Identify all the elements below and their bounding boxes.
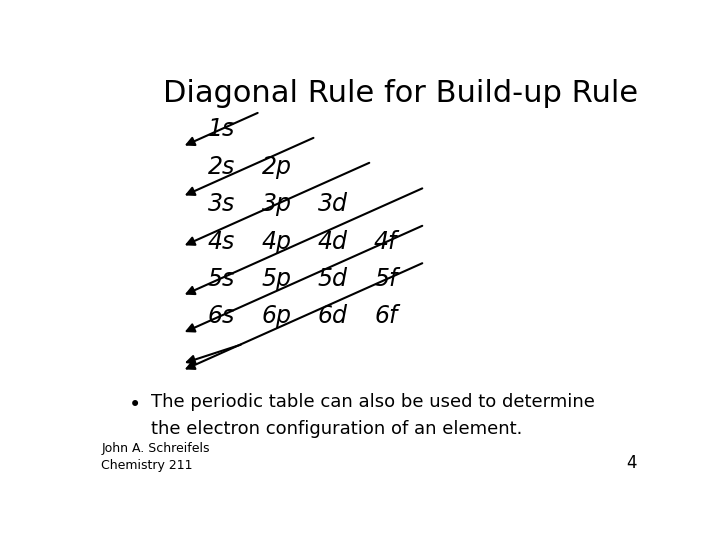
Text: The periodic table can also be used to determine
the electron configuration of a: The periodic table can also be used to d… [151,393,595,438]
Text: 6d: 6d [318,305,348,328]
Text: 3d: 3d [318,192,348,216]
Text: 2s: 2s [207,154,235,179]
Text: 3p: 3p [262,192,292,216]
Text: 4f: 4f [374,230,397,253]
Text: John A. Schreifels
Chemistry 211: John A. Schreifels Chemistry 211 [101,442,210,472]
Text: 3s: 3s [207,192,235,216]
Text: 4p: 4p [262,230,292,253]
Text: 5d: 5d [318,267,348,291]
Text: Diagonal Rule for Build-up Rule: Diagonal Rule for Build-up Rule [163,79,638,109]
Text: 6s: 6s [207,305,235,328]
Text: 1s: 1s [207,117,235,141]
Text: 5s: 5s [207,267,235,291]
Text: 5f: 5f [374,267,397,291]
Text: 5p: 5p [262,267,292,291]
Text: 4s: 4s [207,230,235,253]
Text: 4d: 4d [318,230,348,253]
Text: •: • [129,395,141,415]
Text: 4: 4 [626,454,637,472]
Text: 2p: 2p [262,154,292,179]
Text: 6f: 6f [374,305,397,328]
Text: 6p: 6p [262,305,292,328]
